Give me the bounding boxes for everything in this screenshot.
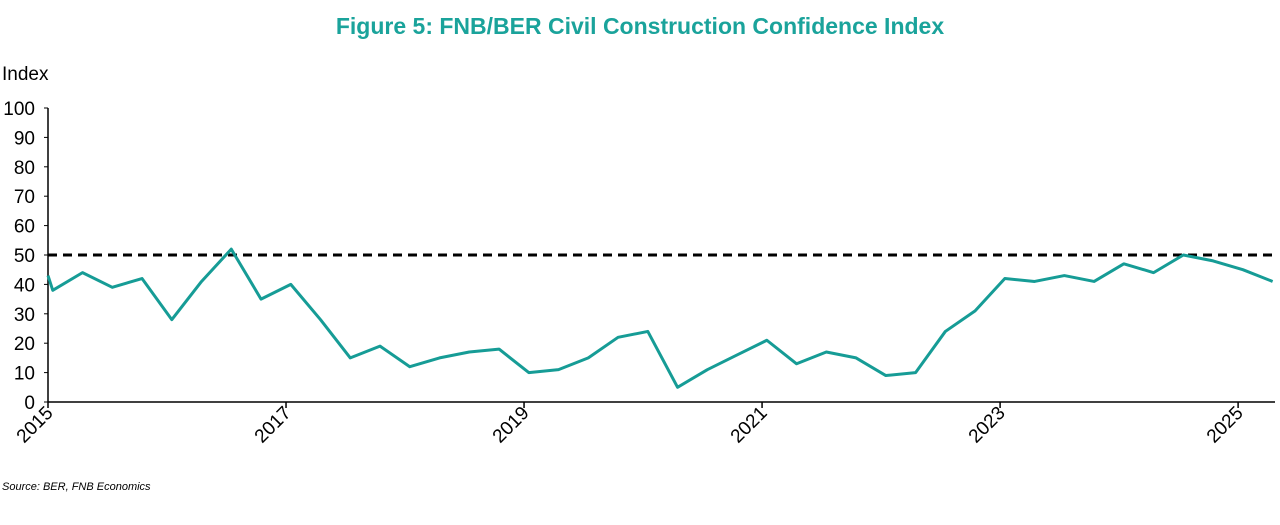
- chart-title: Figure 5: FNB/BER Civil Construction Con…: [336, 13, 944, 39]
- x-tick-label: 2023: [965, 403, 1010, 448]
- y-tick-label: 20: [14, 334, 35, 355]
- y-tick-label: 10: [14, 364, 35, 385]
- y-tick-label: 30: [14, 305, 35, 326]
- y-tick-label: 70: [14, 187, 35, 208]
- y-tick-label: 80: [14, 158, 35, 179]
- x-tick-label: 2019: [489, 403, 534, 448]
- x-tick-label: 2025: [1203, 403, 1248, 448]
- y-tick-label: 100: [3, 99, 35, 120]
- x-tick-label: 2015: [13, 403, 58, 448]
- y-tick-label: 60: [14, 217, 35, 238]
- x-tick-label: 2017: [251, 403, 296, 448]
- data-line: [46, 247, 1274, 389]
- source-note: Source: BER, FNB Economics: [2, 481, 151, 493]
- y-tick-label: 40: [14, 275, 35, 296]
- y-tick-label: 50: [14, 246, 35, 267]
- y-axis-label: Index: [2, 64, 49, 85]
- y-tick-label: 0: [24, 393, 35, 414]
- x-tick-label: 2021: [727, 403, 772, 448]
- y-tick-label: 90: [14, 128, 35, 149]
